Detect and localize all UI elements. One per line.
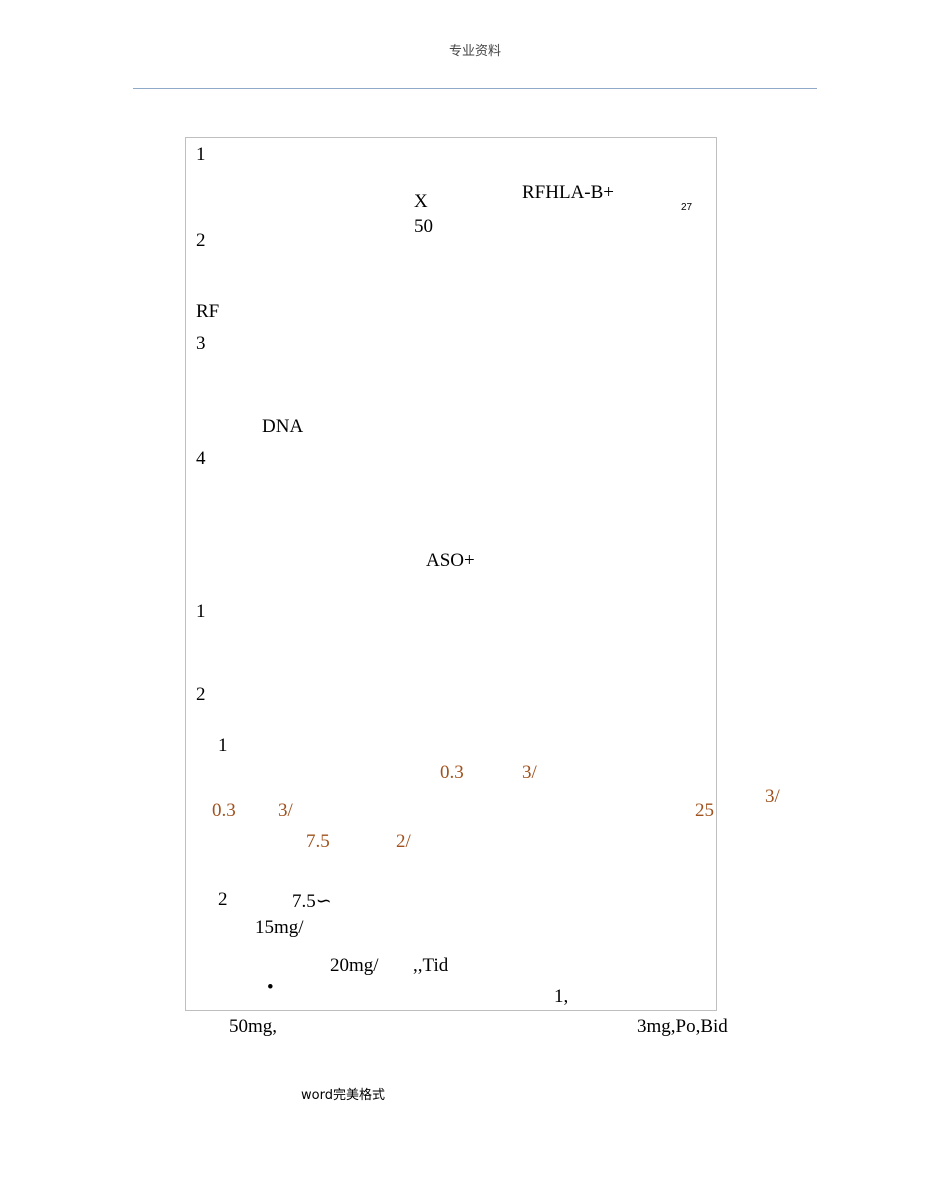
- text-fragment: 2: [196, 684, 206, 705]
- text-fragment: RFHLA-B+: [522, 182, 615, 203]
- text-fragment: 1: [218, 735, 228, 756]
- text-fragment: 20mg/: [330, 955, 379, 976]
- text-fragment: •: [267, 977, 274, 998]
- text-fragment: 2/: [396, 831, 411, 852]
- text-fragment: 27: [681, 202, 693, 213]
- text-fragment: 7.5: [306, 831, 330, 852]
- text-fragment: DNA: [262, 416, 304, 437]
- text-fragment: 15mg/: [255, 917, 304, 938]
- text-fragment: 2: [218, 889, 228, 910]
- text-fragment: 3mg,Po,Bid: [637, 1016, 728, 1037]
- text-fragment: 7.5∽: [292, 891, 332, 912]
- content-box: [185, 137, 717, 1011]
- text-fragment: ,,Tid: [413, 955, 449, 976]
- text-fragment: 4: [196, 448, 206, 469]
- header-title: 专业资料: [448, 44, 501, 59]
- text-fragment: 0.3: [440, 762, 464, 783]
- text-fragment: 1: [196, 144, 206, 165]
- header-rule: [133, 88, 817, 89]
- text-fragment: 3: [196, 333, 206, 354]
- text-fragment: 1: [196, 601, 206, 622]
- text-fragment: X: [414, 191, 428, 212]
- text-fragment: 0.3: [212, 800, 236, 821]
- text-fragment: 2: [196, 230, 206, 251]
- text-fragment: 25: [695, 800, 714, 821]
- text-fragment: 50: [414, 216, 433, 237]
- text-fragment: ASO+: [426, 550, 475, 571]
- text-fragment: 3/: [765, 786, 780, 807]
- text-fragment: 50mg,: [229, 1016, 278, 1037]
- text-fragment: 1,: [554, 986, 569, 1007]
- text-fragment: 3/: [522, 762, 537, 783]
- text-fragment: 3/: [278, 800, 293, 821]
- text-fragment: RF: [196, 301, 220, 322]
- footer-text: word完美格式: [301, 1088, 385, 1103]
